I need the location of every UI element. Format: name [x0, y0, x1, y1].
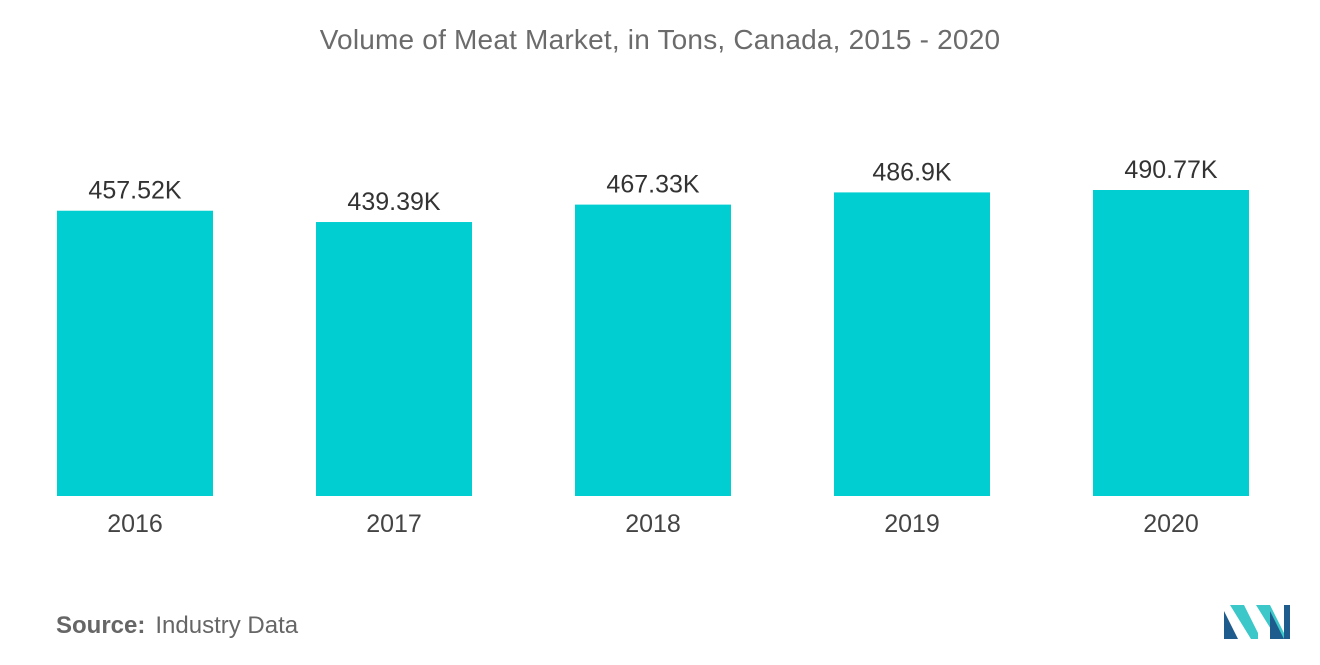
chart-title: Volume of Meat Market, in Tons, Canada, …: [319, 24, 1001, 55]
bar-2019: [834, 192, 990, 497]
bar-2016: [57, 210, 213, 497]
bar-2018: [575, 204, 731, 496]
data-label-2018: 467.33K: [606, 171, 699, 199]
x-tick-label-2016: 2016: [107, 510, 163, 538]
source-label: Source:: [56, 612, 146, 639]
x-tick-label-2019: 2019: [884, 510, 940, 538]
x-tick-label-2018: 2018: [625, 510, 681, 538]
x-tick-label-2020: 2020: [1143, 510, 1199, 538]
data-label-2016: 457.52K: [88, 177, 181, 205]
mordor-intelligence-logo-icon: [1224, 605, 1290, 639]
data-label-2019: 486.9K: [872, 158, 952, 186]
source-text: Industry Data: [155, 612, 299, 639]
data-label-2020: 490.77K: [1124, 156, 1217, 184]
bar-chart: 457.52K 2016 439.39K 2017 467.33K 2018 486.9K 2…: [57, 156, 1249, 538]
bar-2017: [316, 222, 472, 496]
source-note: Source: Industry Data: [56, 612, 298, 640]
bar-2020: [1093, 190, 1249, 496]
x-tick-label-2017: 2017: [366, 510, 422, 538]
data-label-2017: 439.39K: [347, 188, 440, 216]
